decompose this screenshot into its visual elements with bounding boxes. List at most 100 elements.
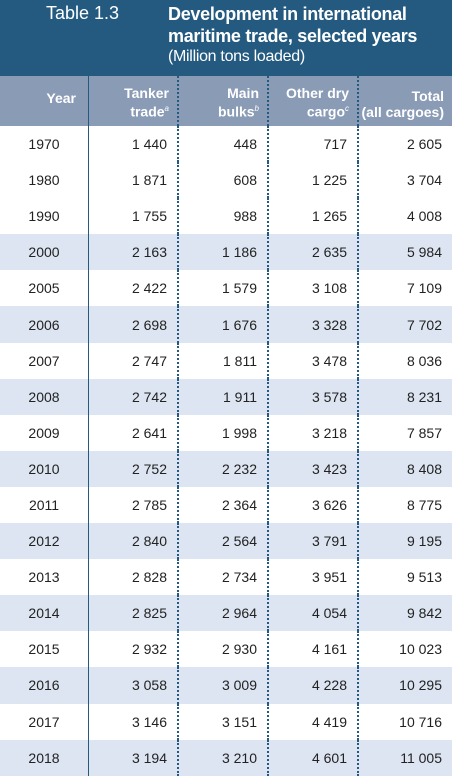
header-line: (all cargoes) <box>359 104 444 120</box>
table-row: 2005 2 422 1 579 3 108 7 109 <box>0 270 452 307</box>
table-cell: 8 231 <box>406 388 442 405</box>
table-cell: 9 195 <box>406 533 442 550</box>
footnote-mark: a <box>164 104 169 114</box>
column-header: Tanker tradea <box>89 76 179 126</box>
table-cell: 3 009 <box>179 667 269 704</box>
table-row: 2012 2 840 2 564 3 791 9 195 <box>0 523 452 560</box>
table-cell: 2 635 <box>269 234 359 271</box>
table-cell: 2 747 <box>89 342 179 379</box>
table-cell: 10 023 <box>399 641 442 658</box>
table-title: Development in international maritime tr… <box>168 3 417 67</box>
table-cell: 2 930 <box>179 631 269 668</box>
table-cell: 4 228 <box>269 667 359 704</box>
header-text: cargo <box>306 104 345 120</box>
table-cell: 1 911 <box>179 378 269 415</box>
table-cell: 3 578 <box>269 378 359 415</box>
table-row: 2016 3 058 3 009 4 228 10 295 <box>0 667 452 704</box>
footnote-mark: c <box>345 104 349 114</box>
table-cell: 2013 <box>0 559 89 596</box>
table-cell: 2018 <box>0 739 89 776</box>
table-cell: 1 676 <box>179 306 269 343</box>
subtitle: (Million tons loaded) <box>168 48 305 65</box>
table-cell: 1990 <box>0 198 89 235</box>
table-cell: 1 440 <box>89 126 179 163</box>
header-line: bulksb <box>179 101 259 120</box>
table-cell: 3 194 <box>89 739 179 776</box>
table-cell: 2 364 <box>179 486 269 524</box>
table-cell: 2 422 <box>89 270 179 307</box>
table-label: Table 1.3 <box>46 3 120 23</box>
table-cell: 1 871 <box>89 162 179 199</box>
table-cell: 3 791 <box>269 523 359 560</box>
table-cell: 8 036 <box>406 352 442 369</box>
table-cell: 988 <box>179 198 269 235</box>
table-cell: 2006 <box>0 306 89 343</box>
title-line: Development in international <box>168 4 407 24</box>
table-cell: 4 008 <box>406 208 442 225</box>
table-cell: 3 328 <box>269 306 359 343</box>
header-text: Other dry <box>285 85 349 102</box>
table-cell: 3 151 <box>179 703 269 740</box>
table-cell: 10 716 <box>399 713 442 730</box>
table-cell: 7 702 <box>406 316 442 333</box>
table-cell: 1 186 <box>179 234 269 271</box>
table-cell: 7 857 <box>406 424 442 441</box>
table-cell: 2 163 <box>89 234 179 271</box>
column-header: Main bulksb <box>179 76 269 126</box>
table-cell: 3 626 <box>269 486 359 524</box>
table-cell: 3 218 <box>269 414 359 451</box>
table-row: 1970 1 440 448 717 2 605 <box>0 126 452 163</box>
table-cell: 2014 <box>0 595 89 632</box>
table-cell: 2012 <box>0 523 89 560</box>
table-cell: 448 <box>179 126 269 163</box>
header-text: bulks <box>217 104 255 120</box>
table-row: 1990 1 755 988 1 265 4 008 <box>0 198 452 235</box>
table-cell: 3 058 <box>89 667 179 704</box>
table-cell: 9 513 <box>406 569 442 586</box>
table-cell: 2 564 <box>179 523 269 560</box>
table-cell: 8 775 <box>406 496 442 513</box>
table-row: 2010 2 752 2 232 3 423 8 408 <box>0 450 452 487</box>
header-line: cargoc <box>269 101 349 120</box>
table-cell: 11 005 <box>400 749 442 766</box>
table-cell: 2 641 <box>89 414 179 451</box>
table-cell: 2 932 <box>89 631 179 668</box>
table-cell: 9 842 <box>406 605 442 622</box>
table-cell: 1980 <box>0 162 89 199</box>
table-cell: 2005 <box>0 270 89 307</box>
table-cell: 2 698 <box>89 306 179 343</box>
header-text: (all cargoes) <box>361 104 444 120</box>
table-row: 2011 2 785 2 364 3 626 8 775 <box>0 486 452 524</box>
header-line: Tanker <box>89 85 169 101</box>
table-cell: 2 605 <box>406 136 442 153</box>
table-row: 2014 2 825 2 964 4 054 9 842 <box>0 595 452 632</box>
table-cell: 2008 <box>0 378 89 415</box>
table-cell: 2015 <box>0 631 89 668</box>
table-row: 1980 1 871 608 1 225 3 704 <box>0 162 452 199</box>
table-row: 2013 2 828 2 734 3 951 9 513 <box>0 559 452 596</box>
table-cell: 4 054 <box>269 595 359 632</box>
table-cell: 2 840 <box>89 523 179 560</box>
header-row: Year Tanker tradea Main bulksb Other dry cargo… <box>0 76 452 126</box>
table-cell: 3 478 <box>269 342 359 379</box>
header-line: Main <box>179 85 259 101</box>
table-cell: 2 825 <box>89 595 179 632</box>
table-cell: 4 161 <box>269 631 359 668</box>
table-cell: 2016 <box>0 667 89 704</box>
table-cell: 3 951 <box>269 559 359 596</box>
header-text: Year <box>46 90 76 106</box>
table-cell: 2000 <box>0 234 89 271</box>
table-cell: 608 <box>179 162 269 199</box>
header-text: Tanker <box>124 85 169 102</box>
table-cell: 10 295 <box>399 677 442 694</box>
column-header: Other dry cargoc <box>269 76 359 126</box>
table-cell: 1 265 <box>269 198 359 235</box>
table-cell: 4 419 <box>269 703 359 740</box>
column-header: Year <box>0 76 89 126</box>
table-cell: 1 998 <box>179 414 269 451</box>
table-cell: 2011 <box>0 486 89 524</box>
table-cell: 3 704 <box>406 172 442 189</box>
table-row: 2015 2 932 2 930 4 161 10 023 <box>0 631 452 668</box>
table-cell: 2009 <box>0 414 89 451</box>
header-line: Year <box>46 90 76 106</box>
